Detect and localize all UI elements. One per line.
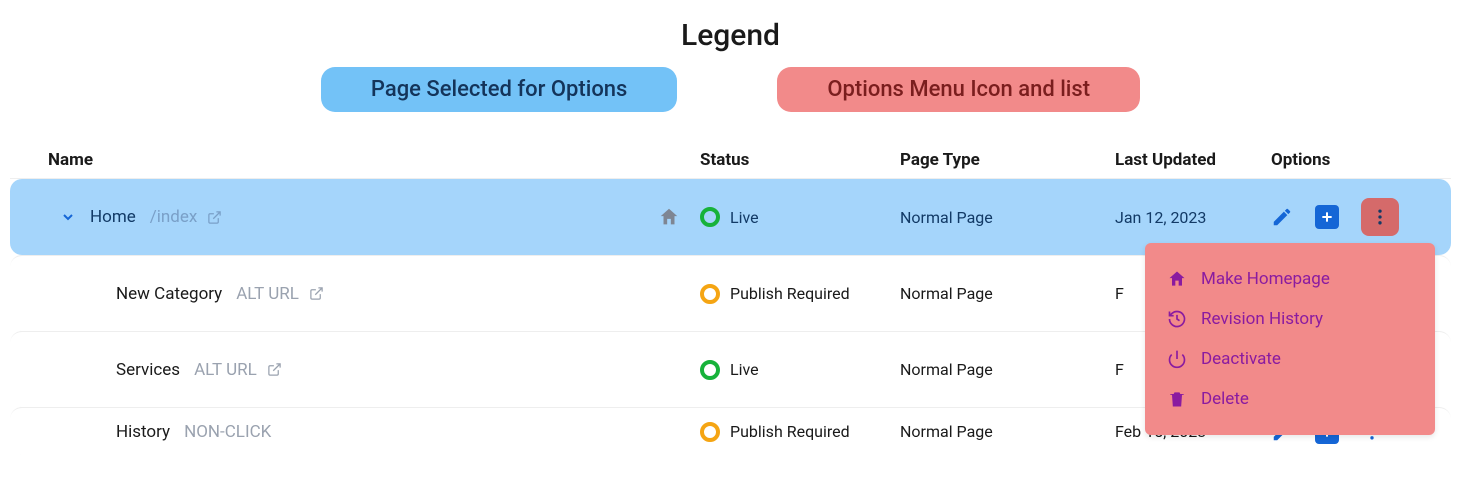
status-indicator-icon xyxy=(700,284,720,304)
last-updated: Jan 12, 2023 xyxy=(1115,208,1206,227)
column-header-options: Options xyxy=(1265,150,1451,170)
page-url: ALT URL xyxy=(236,284,299,304)
page-type: Normal Page xyxy=(900,422,993,441)
page-url: ALT URL xyxy=(194,360,257,380)
table-header-row: Name Status Page Type Last Updated Optio… xyxy=(10,142,1451,179)
page-type: Normal Page xyxy=(900,360,993,379)
external-link-icon[interactable] xyxy=(309,286,324,301)
page-url: NON-CLICK xyxy=(184,422,271,442)
legend-row: Page Selected for Options Options Menu I… xyxy=(0,67,1461,112)
options-menu-label: Revision History xyxy=(1201,309,1323,329)
external-link-icon[interactable] xyxy=(207,210,222,225)
options-menu: Make Homepage Revision History Deactivat… xyxy=(1145,243,1435,435)
page-url: /index xyxy=(150,207,198,227)
page-table: Name Status Page Type Last Updated Optio… xyxy=(0,142,1461,455)
page-name: Home xyxy=(90,207,136,227)
options-menu-item-deactivate[interactable]: Deactivate xyxy=(1163,339,1417,379)
column-header-last-updated: Last Updated xyxy=(1115,150,1265,170)
table-row[interactable]: Home /index Live Normal Page Jan 12, 202… xyxy=(10,179,1451,255)
status-label: Publish Required xyxy=(730,284,850,303)
page-name: New Category xyxy=(116,284,222,304)
last-updated: F xyxy=(1115,284,1124,303)
add-button[interactable] xyxy=(1315,205,1339,229)
options-menu-label: Delete xyxy=(1201,389,1249,409)
status-indicator-icon xyxy=(700,422,720,442)
options-menu-label: Deactivate xyxy=(1201,349,1281,369)
legend-pill-selected: Page Selected for Options xyxy=(321,67,677,112)
legend-title: Legend xyxy=(0,18,1461,53)
options-menu-button[interactable] xyxy=(1361,198,1399,236)
options-menu-item-revision-history[interactable]: Revision History xyxy=(1163,299,1417,339)
page-name: Services xyxy=(116,360,180,380)
status-label: Live xyxy=(730,360,759,379)
options-menu-label: Make Homepage xyxy=(1201,269,1330,289)
external-link-icon[interactable] xyxy=(267,362,282,377)
status-indicator-icon xyxy=(700,360,720,380)
page-type: Normal Page xyxy=(900,284,993,303)
column-header-status: Status xyxy=(700,150,900,170)
last-updated: F xyxy=(1115,360,1124,379)
options-menu-item-delete[interactable]: Delete xyxy=(1163,379,1417,419)
home-icon xyxy=(658,206,680,228)
column-header-page-type: Page Type xyxy=(900,150,1115,170)
page-type: Normal Page xyxy=(900,208,993,227)
options-menu-item-make-homepage[interactable]: Make Homepage xyxy=(1163,259,1417,299)
status-indicator-icon xyxy=(700,207,720,227)
status-label: Live xyxy=(730,208,759,227)
status-label: Publish Required xyxy=(730,422,850,441)
legend-pill-options: Options Menu Icon and list xyxy=(777,67,1140,112)
page-name: History xyxy=(116,422,170,442)
chevron-down-icon[interactable] xyxy=(60,209,76,225)
edit-button[interactable] xyxy=(1271,206,1293,228)
column-header-name: Name xyxy=(10,150,700,170)
